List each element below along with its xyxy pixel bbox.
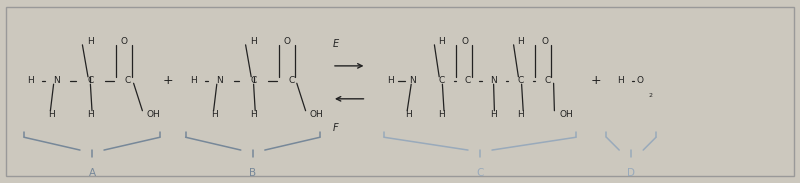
Text: C: C xyxy=(544,76,550,85)
Text: H: H xyxy=(518,110,524,119)
Text: OH: OH xyxy=(559,110,574,119)
Text: H: H xyxy=(211,110,218,119)
Text: N: N xyxy=(53,76,59,85)
Text: H: H xyxy=(87,110,94,119)
Text: C: C xyxy=(518,76,524,85)
Text: OH: OH xyxy=(310,110,324,119)
Text: A: A xyxy=(89,168,95,178)
Text: C: C xyxy=(438,76,445,85)
Text: H: H xyxy=(518,37,524,46)
Text: H: H xyxy=(48,110,54,119)
Text: H: H xyxy=(27,76,34,85)
Text: H: H xyxy=(617,76,623,85)
Text: H: H xyxy=(387,76,394,85)
Text: B: B xyxy=(250,168,256,178)
Text: H: H xyxy=(250,37,257,46)
Text: O: O xyxy=(121,37,127,46)
Text: H: H xyxy=(406,110,412,119)
Text: H: H xyxy=(87,37,94,46)
Text: C: C xyxy=(288,76,294,85)
Text: O: O xyxy=(284,37,290,46)
Text: +: + xyxy=(162,74,174,87)
Text: O: O xyxy=(637,76,643,85)
Text: OH: OH xyxy=(146,110,161,119)
Text: E: E xyxy=(333,39,339,49)
Text: N: N xyxy=(216,76,222,85)
Text: H: H xyxy=(438,110,445,119)
Text: H: H xyxy=(250,110,257,119)
Text: C: C xyxy=(87,76,94,85)
Text: F: F xyxy=(333,123,339,133)
Text: H: H xyxy=(490,110,497,119)
Text: +: + xyxy=(590,74,602,87)
Text: N: N xyxy=(490,76,497,85)
Text: H: H xyxy=(190,76,197,85)
Text: H: H xyxy=(438,37,445,46)
Text: 2: 2 xyxy=(649,93,653,98)
Text: C: C xyxy=(250,76,257,85)
Text: C: C xyxy=(476,168,484,178)
Text: N: N xyxy=(410,76,416,85)
Text: D: D xyxy=(627,168,635,178)
Text: O: O xyxy=(542,37,548,46)
Text: C: C xyxy=(465,76,471,85)
Text: O: O xyxy=(462,37,468,46)
Text: C: C xyxy=(125,76,131,85)
